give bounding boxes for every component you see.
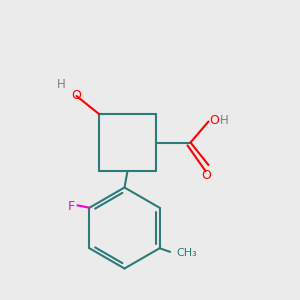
Text: CH₃: CH₃ [176,248,197,258]
Text: O: O [201,169,211,182]
Text: O: O [209,113,219,127]
Text: H: H [57,77,66,91]
Text: O: O [72,89,81,103]
Text: H: H [220,113,229,127]
Text: F: F [68,200,75,213]
